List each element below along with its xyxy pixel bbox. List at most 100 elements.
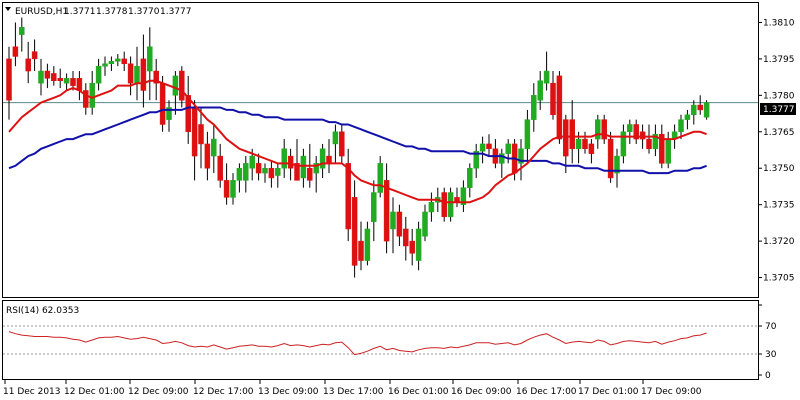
price-tick-label: 1.3750	[763, 164, 795, 174]
candle-bear	[639, 131, 646, 140]
candle-bear	[159, 82, 166, 125]
candle-bull	[614, 155, 620, 174]
rsi-line	[8, 331, 707, 356]
candle-bull	[300, 155, 307, 179]
candle-bull	[543, 70, 550, 84]
candle-bull	[108, 61, 115, 64]
candle-bear	[217, 155, 223, 181]
candle-bear	[633, 124, 639, 140]
candle-bear	[51, 73, 57, 82]
candle-bull	[428, 201, 435, 213]
candle-bull	[665, 138, 671, 164]
candle-bear	[403, 228, 409, 247]
candle-bull	[627, 124, 633, 133]
candle-bull	[518, 148, 524, 164]
candles	[6, 17, 710, 278]
candle-bear	[563, 119, 569, 157]
candle-bear	[588, 143, 595, 154]
candle-bear	[607, 138, 614, 179]
candle-bear	[441, 192, 447, 218]
candle-bear	[550, 82, 556, 116]
time-tick-label: 16 Dec 01:00	[388, 387, 449, 397]
candle-bull	[211, 138, 217, 157]
time-tick-label: 12 Dec 09:00	[128, 387, 189, 397]
ma-fast-line	[8, 79, 707, 204]
candle-bear	[326, 155, 332, 164]
candle-bear	[76, 78, 83, 91]
price-tick-label: 1.3795	[763, 55, 795, 65]
candle-bull	[147, 46, 153, 72]
rsi-tick-label: 30	[765, 350, 777, 360]
axis-ticks	[4, 21, 762, 384]
candle-bull	[620, 131, 627, 157]
candle-bear	[83, 90, 89, 108]
current-price-tag-bg	[760, 103, 796, 115]
chart-header: EURUSD,H1 1.3771 1.3778 1.3770 1.3777	[5, 7, 192, 17]
candle-bull	[243, 163, 249, 181]
candle-bull	[371, 192, 377, 222]
candle-bear	[140, 58, 147, 91]
candle-bear	[307, 167, 313, 181]
candle-bear	[268, 167, 275, 179]
candle-bull	[467, 167, 473, 188]
dropdown-triangle-icon[interactable]	[5, 7, 11, 11]
candle-bull	[703, 102, 710, 118]
candle-bull	[19, 27, 25, 35]
time-tick-label: 17 Dec 09:00	[641, 387, 702, 397]
candle-bear	[179, 70, 185, 101]
candle-bear	[70, 78, 76, 86]
candle-bull	[332, 131, 339, 145]
candle-bull	[652, 133, 659, 150]
time-tick-label: 11 Dec 2013	[3, 387, 61, 397]
rsi-panel-frame	[2, 300, 759, 380]
candle-bear	[294, 163, 300, 181]
candle-bear	[25, 58, 31, 72]
candle-bull	[691, 104, 697, 116]
candle-bull	[236, 167, 243, 181]
candle-bear	[697, 104, 703, 111]
candle-bull	[166, 107, 172, 120]
candle-bull	[447, 192, 454, 218]
price-axis-labels: 1.3810 1.3795 1.3780 1.3765 1.3750 1.3735 1.37…	[763, 18, 795, 283]
time-tick-label: 16 Dec 17:00	[516, 387, 577, 397]
candle-bear	[409, 240, 415, 254]
candle-bull	[595, 119, 601, 140]
price-tick-label: 1.3720	[763, 237, 795, 247]
price-tick-label: 1.3705	[763, 274, 795, 284]
candle-bull	[499, 153, 505, 164]
candle-bear	[287, 155, 294, 169]
candle-bull	[134, 65, 140, 84]
candle-bear	[31, 51, 38, 60]
candle-bull	[524, 119, 531, 150]
candle-bull	[537, 80, 543, 101]
candle-bear	[646, 138, 652, 150]
time-tick-label: 16 Dec 09:00	[451, 387, 512, 397]
ma-slow-line	[8, 106, 707, 175]
candle-bull	[95, 65, 102, 84]
candle-bull	[313, 163, 319, 174]
price-panel-frame	[2, 2, 759, 298]
candle-bear	[6, 58, 12, 101]
candle-bear	[358, 240, 364, 261]
candle-bear	[191, 107, 198, 157]
candle-bear	[659, 133, 665, 164]
price-tick-label: 1.3765	[763, 128, 795, 138]
candle-bear	[204, 143, 211, 169]
price-tick-label: 1.3735	[763, 201, 795, 211]
candle-bull	[505, 143, 511, 154]
candle-bear	[255, 163, 262, 174]
candle-bull	[102, 63, 108, 67]
candle-bear	[345, 163, 351, 230]
rsi-label: RSI(14) 62.0353	[6, 306, 79, 316]
candle-bear	[44, 70, 51, 79]
symbol-label: EURUSD,H1	[15, 7, 68, 17]
candle-bear	[556, 75, 563, 140]
rsi-tick-label: 0	[765, 371, 771, 381]
candle-bull	[262, 167, 268, 174]
time-tick-label: 17 Dec 01:00	[578, 387, 639, 397]
candle-bear	[383, 180, 390, 242]
time-tick-label: 12 Dec 17:00	[193, 387, 254, 397]
candle-bear	[486, 143, 492, 150]
